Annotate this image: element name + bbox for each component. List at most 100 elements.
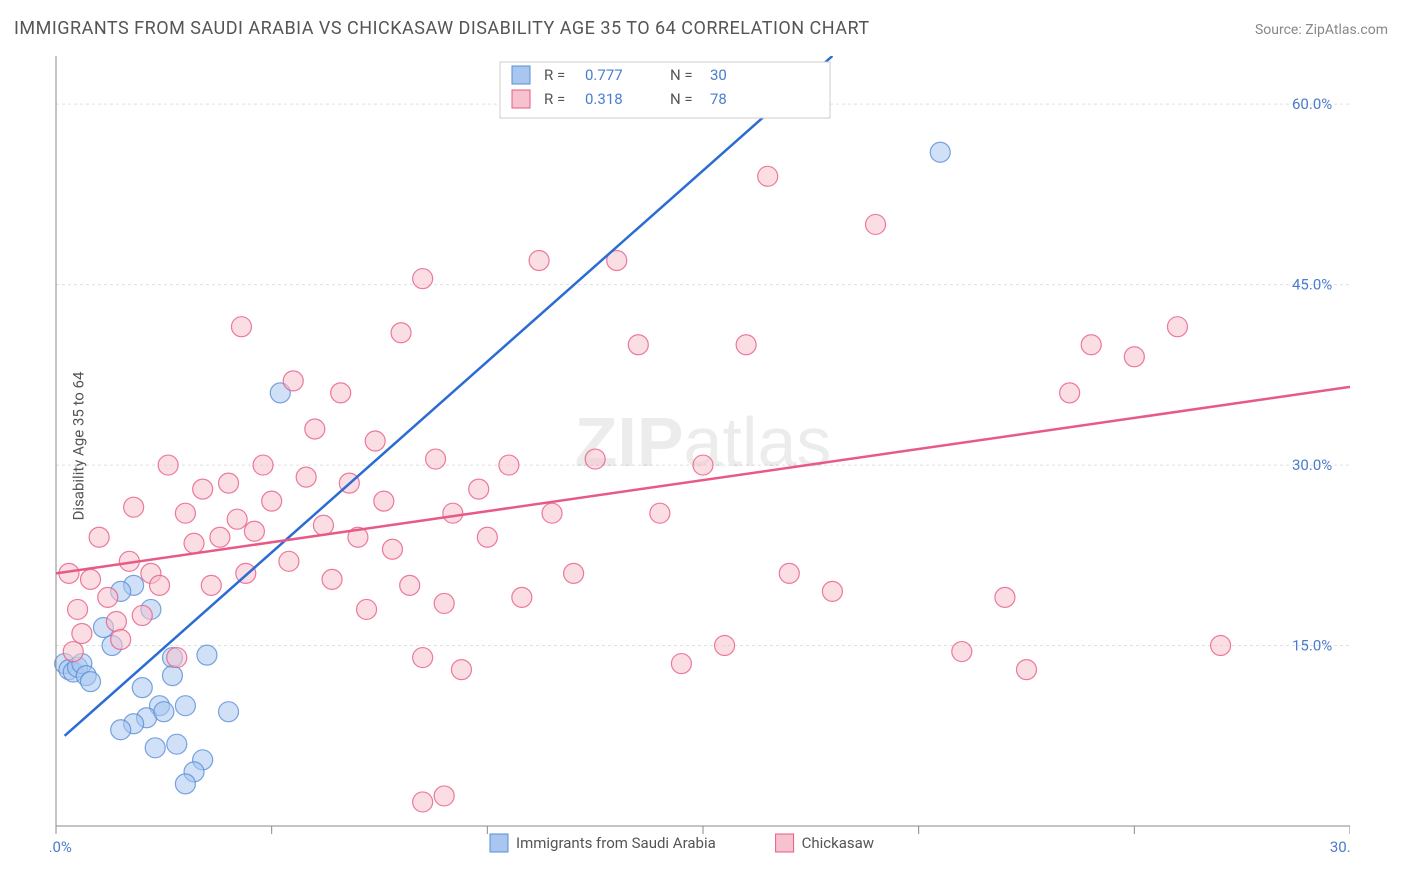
data-point	[111, 630, 131, 650]
data-point	[374, 491, 394, 511]
data-point	[542, 503, 562, 523]
data-point	[219, 473, 239, 493]
data-point	[1124, 347, 1144, 367]
data-point	[413, 792, 433, 812]
legend-n-label: N =	[670, 66, 693, 84]
legend-r-value: 0.777	[585, 66, 623, 84]
data-point	[227, 509, 247, 529]
legend-swatch	[490, 834, 508, 852]
data-point	[184, 533, 204, 553]
data-point	[279, 551, 299, 571]
data-point	[365, 431, 385, 451]
legend-series-label: Chickasaw	[802, 834, 874, 852]
y-tick-label: 45.0%	[1292, 276, 1332, 294]
data-point	[391, 323, 411, 343]
data-point	[529, 251, 549, 271]
legend-n-value: 30	[710, 66, 727, 84]
legend-swatch	[776, 834, 794, 852]
data-point	[313, 515, 333, 535]
data-point	[154, 702, 174, 722]
data-point	[167, 734, 187, 754]
data-point	[145, 738, 165, 758]
y-tick-label: 15.0%	[1292, 637, 1332, 655]
data-point	[72, 624, 92, 644]
legend-r-label: R =	[544, 66, 565, 84]
data-point	[210, 527, 230, 547]
data-point	[930, 142, 950, 162]
x-tick-label: 30.0%	[1330, 838, 1350, 856]
legend-series-label: Immigrants from Saudi Arabia	[516, 834, 716, 852]
data-point	[244, 521, 264, 541]
data-point	[564, 563, 584, 583]
data-point	[628, 335, 648, 355]
data-point	[1017, 660, 1037, 680]
data-point	[193, 479, 213, 499]
data-point	[305, 419, 325, 439]
data-point	[63, 642, 83, 662]
data-point	[693, 455, 713, 475]
data-point	[89, 527, 109, 547]
data-point	[995, 587, 1015, 607]
data-point	[357, 599, 377, 619]
data-point	[283, 371, 303, 391]
data-point	[413, 269, 433, 289]
chart-container: IMMIGRANTS FROM SAUDI ARABIA VS CHICKASA…	[0, 0, 1406, 892]
data-point	[331, 383, 351, 403]
data-point	[175, 503, 195, 523]
data-point	[1167, 317, 1187, 337]
data-point	[68, 599, 88, 619]
data-point	[1081, 335, 1101, 355]
data-point	[81, 569, 101, 589]
data-point	[434, 593, 454, 613]
data-point	[413, 648, 433, 668]
data-point	[715, 636, 735, 656]
data-point	[1060, 383, 1080, 403]
data-point	[98, 587, 118, 607]
legend-r-value: 0.318	[585, 90, 623, 108]
data-point	[132, 605, 152, 625]
data-point	[671, 654, 691, 674]
data-point	[477, 527, 497, 547]
chart-title: IMMIGRANTS FROM SAUDI ARABIA VS CHICKASA…	[14, 18, 870, 39]
data-point	[111, 720, 131, 740]
data-point	[150, 575, 170, 595]
data-point	[426, 449, 446, 469]
data-point	[106, 611, 126, 631]
data-point	[124, 497, 144, 517]
legend-n-value: 78	[710, 90, 727, 108]
data-point	[201, 575, 221, 595]
data-point	[451, 660, 471, 680]
trend-line	[65, 56, 833, 736]
scatter-plot-svg: 15.0%30.0%45.0%60.0%ZIPatlas0.0%30.0%R =…	[50, 56, 1350, 876]
data-point	[197, 645, 217, 665]
data-point	[499, 455, 519, 475]
data-point	[952, 642, 972, 662]
data-point	[585, 449, 605, 469]
legend-swatch	[512, 90, 530, 108]
data-point	[443, 503, 463, 523]
data-point	[175, 696, 195, 716]
data-point	[512, 587, 532, 607]
data-point	[167, 648, 187, 668]
data-point	[779, 563, 799, 583]
legend-r-label: R =	[544, 90, 565, 108]
data-point	[162, 666, 182, 686]
plot-area: 15.0%30.0%45.0%60.0%ZIPatlas0.0%30.0%R =…	[50, 56, 1350, 836]
data-point	[322, 569, 342, 589]
data-point	[758, 166, 778, 186]
data-point	[400, 575, 420, 595]
data-point	[296, 467, 316, 487]
y-tick-label: 60.0%	[1292, 95, 1332, 113]
data-point	[1211, 636, 1231, 656]
legend-n-label: N =	[670, 90, 693, 108]
source-label: Source: ZipAtlas.com	[1255, 22, 1388, 38]
data-point	[866, 214, 886, 234]
data-point	[382, 539, 402, 559]
data-point	[158, 455, 178, 475]
data-point	[822, 581, 842, 601]
data-point	[469, 479, 489, 499]
data-point	[253, 455, 273, 475]
data-point	[650, 503, 670, 523]
data-point	[132, 678, 152, 698]
data-point	[219, 702, 239, 722]
